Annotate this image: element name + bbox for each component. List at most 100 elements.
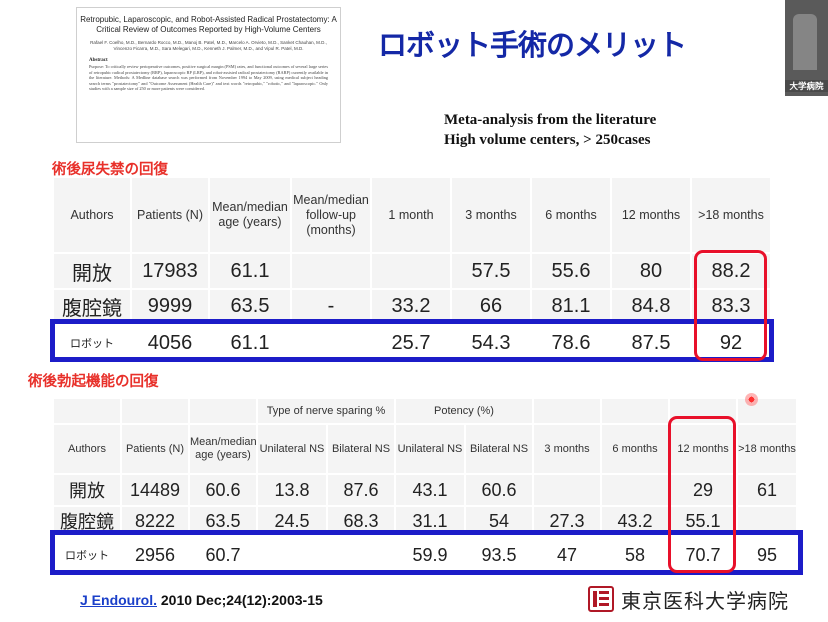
table-group-header-row: Type of nerve sparing % Potency (%) bbox=[52, 397, 799, 425]
table-cell: 47 bbox=[532, 535, 603, 575]
meta-line-2: High volume centers, > 250cases bbox=[444, 132, 651, 148]
table-header-row: Authors Patients (N) Mean/median age (ye… bbox=[52, 423, 799, 475]
row-label-open: 開放 bbox=[52, 473, 122, 507]
meta-analysis-note: Meta-analysis from the literature High v… bbox=[444, 110, 656, 150]
citation-text: 2010 Dec;24(12):2003-15 bbox=[157, 592, 323, 608]
header-cell: 6 months bbox=[530, 176, 612, 254]
header-cell: Authors bbox=[52, 423, 122, 475]
table-header-row: Authors Patients (N) Mean/median age (ye… bbox=[52, 176, 772, 254]
table-cell: 66 bbox=[450, 288, 532, 324]
person-silhouette-icon bbox=[793, 14, 817, 70]
laser-pointer-icon bbox=[745, 393, 758, 406]
table-cell: 80 bbox=[610, 252, 692, 290]
over-18-months-highlight-box bbox=[694, 250, 767, 361]
row-label-robot: ロボット bbox=[52, 322, 132, 364]
table-cell: 87.6 bbox=[326, 473, 396, 507]
table-cell: 60.7 bbox=[188, 535, 258, 575]
table-cell: 84.8 bbox=[610, 288, 692, 324]
12-months-highlight-box bbox=[668, 416, 736, 573]
header-cell: Mean/median follow-up (months) bbox=[290, 176, 372, 254]
table-cell bbox=[256, 535, 328, 575]
reference: J Endourol. 2010 Dec;24(12):2003-15 bbox=[80, 592, 323, 608]
table-cell: 60.6 bbox=[463, 473, 535, 507]
header-cell: Bilateral NS bbox=[463, 423, 535, 475]
table-cell: 81.1 bbox=[530, 288, 612, 324]
table-cell: 43.1 bbox=[394, 473, 466, 507]
paper-abstract-text: Purpose: To critically review perioperat… bbox=[89, 64, 328, 92]
table-cell: 60.6 bbox=[188, 473, 258, 507]
table-cell bbox=[600, 473, 671, 507]
header-cell: Unilateral NS bbox=[394, 423, 466, 475]
table-cell: 17983 bbox=[130, 252, 210, 290]
table-cell: 61.1 bbox=[208, 322, 292, 364]
header-cell bbox=[600, 397, 671, 425]
header-nerve-sparing: Type of nerve sparing % bbox=[256, 397, 396, 425]
hospital-name: 東京医科大学病院 bbox=[621, 588, 789, 613]
table-cell: 33.2 bbox=[370, 288, 452, 324]
header-cell: 3 months bbox=[532, 423, 603, 475]
paper-thumbnail: Retropubic, Laparoscopic, and Robot-Assi… bbox=[76, 7, 341, 143]
header-cell: 12 months bbox=[610, 176, 692, 254]
table-cell: 93.5 bbox=[463, 535, 535, 575]
table-row: 開放 17983 61.1 57.5 55.6 80 88.2 bbox=[52, 252, 772, 290]
paper-authors: Rafael F. Coelho, M.D., Bernardo Rocco, … bbox=[90, 40, 327, 51]
row-label-open: 開放 bbox=[52, 252, 132, 290]
section-title-incontinence: 術後尿失禁の回復 bbox=[52, 162, 168, 178]
continence-table: Authors Patients (N) Mean/median age (ye… bbox=[52, 176, 772, 364]
meta-line-1: Meta-analysis from the literature bbox=[444, 112, 657, 128]
header-cell: Unilateral NS bbox=[256, 423, 328, 475]
table-cell: 95 bbox=[736, 535, 799, 575]
table-cell: 57.5 bbox=[450, 252, 532, 290]
table-cell: 61 bbox=[736, 473, 799, 507]
row-label-laparoscopic: 腹腔鏡 bbox=[52, 288, 132, 324]
table-cell bbox=[532, 473, 603, 507]
header-cell: Mean/median age (years) bbox=[208, 176, 292, 254]
webcam-thumbnail: 大学病院 bbox=[785, 0, 828, 96]
table-cell bbox=[290, 322, 372, 364]
header-potency: Potency (%) bbox=[393, 397, 535, 425]
table-cell: 70.7 bbox=[668, 535, 739, 575]
table-row: ロボット 4056 61.1 25.7 54.3 78.6 87.5 92 bbox=[52, 322, 772, 364]
header-cell: Authors bbox=[52, 176, 132, 254]
paper-title: Retropubic, Laparoscopic, and Robot-Assi… bbox=[80, 15, 337, 34]
webcam-label: 大学病院 bbox=[785, 80, 828, 92]
robot-row-highlight-box bbox=[50, 530, 803, 575]
header-cell: >18 months bbox=[736, 423, 799, 475]
table-cell bbox=[370, 252, 452, 290]
header-cell: Mean/median age (years) bbox=[188, 423, 258, 475]
header-cell: 6 months bbox=[600, 423, 671, 475]
slide-title: ロボット手術のメリット bbox=[378, 28, 687, 62]
robot-row-highlight-box bbox=[50, 319, 774, 362]
header-cell: 3 months bbox=[450, 176, 532, 254]
table-cell: 87.5 bbox=[610, 322, 692, 364]
table-row: 腹腔鏡 9999 63.5 - 33.2 66 81.1 84.8 83.3 bbox=[52, 288, 772, 324]
table-cell bbox=[326, 535, 396, 575]
header-cell bbox=[52, 397, 122, 425]
table-cell: 9999 bbox=[130, 288, 210, 324]
hospital-logo: 東京医科大学病院 bbox=[587, 584, 789, 614]
header-cell: Patients (N) bbox=[120, 423, 190, 475]
paper-abstract-heading: Abstract bbox=[89, 58, 108, 63]
header-cell bbox=[188, 397, 258, 425]
table-row: ロボット 2956 60.7 59.9 93.5 47 58 70.7 95 bbox=[52, 535, 799, 575]
header-cell bbox=[120, 397, 190, 425]
table-cell: 61.1 bbox=[208, 252, 292, 290]
header-cell: >18 months bbox=[690, 176, 772, 254]
table-cell: - bbox=[290, 288, 372, 324]
header-cell: 1 month bbox=[370, 176, 452, 254]
table-cell bbox=[290, 252, 372, 290]
hospital-emblem-icon bbox=[588, 586, 614, 612]
section-title-erectile-function: 術後勃起機能の回復 bbox=[28, 374, 159, 390]
table-cell: 13.8 bbox=[256, 473, 328, 507]
header-cell bbox=[532, 397, 603, 425]
header-cell bbox=[668, 397, 739, 425]
table-cell: 59.9 bbox=[394, 535, 466, 575]
header-cell: Patients (N) bbox=[130, 176, 210, 254]
header-cell: Bilateral NS bbox=[326, 423, 396, 475]
table-cell: 14489 bbox=[120, 473, 190, 507]
journal-link[interactable]: J Endourol. bbox=[80, 592, 157, 608]
table-cell: 54.3 bbox=[450, 322, 532, 364]
table-cell: 55.6 bbox=[530, 252, 612, 290]
table-cell: 2956 bbox=[120, 535, 190, 575]
table-cell: 63.5 bbox=[208, 288, 292, 324]
